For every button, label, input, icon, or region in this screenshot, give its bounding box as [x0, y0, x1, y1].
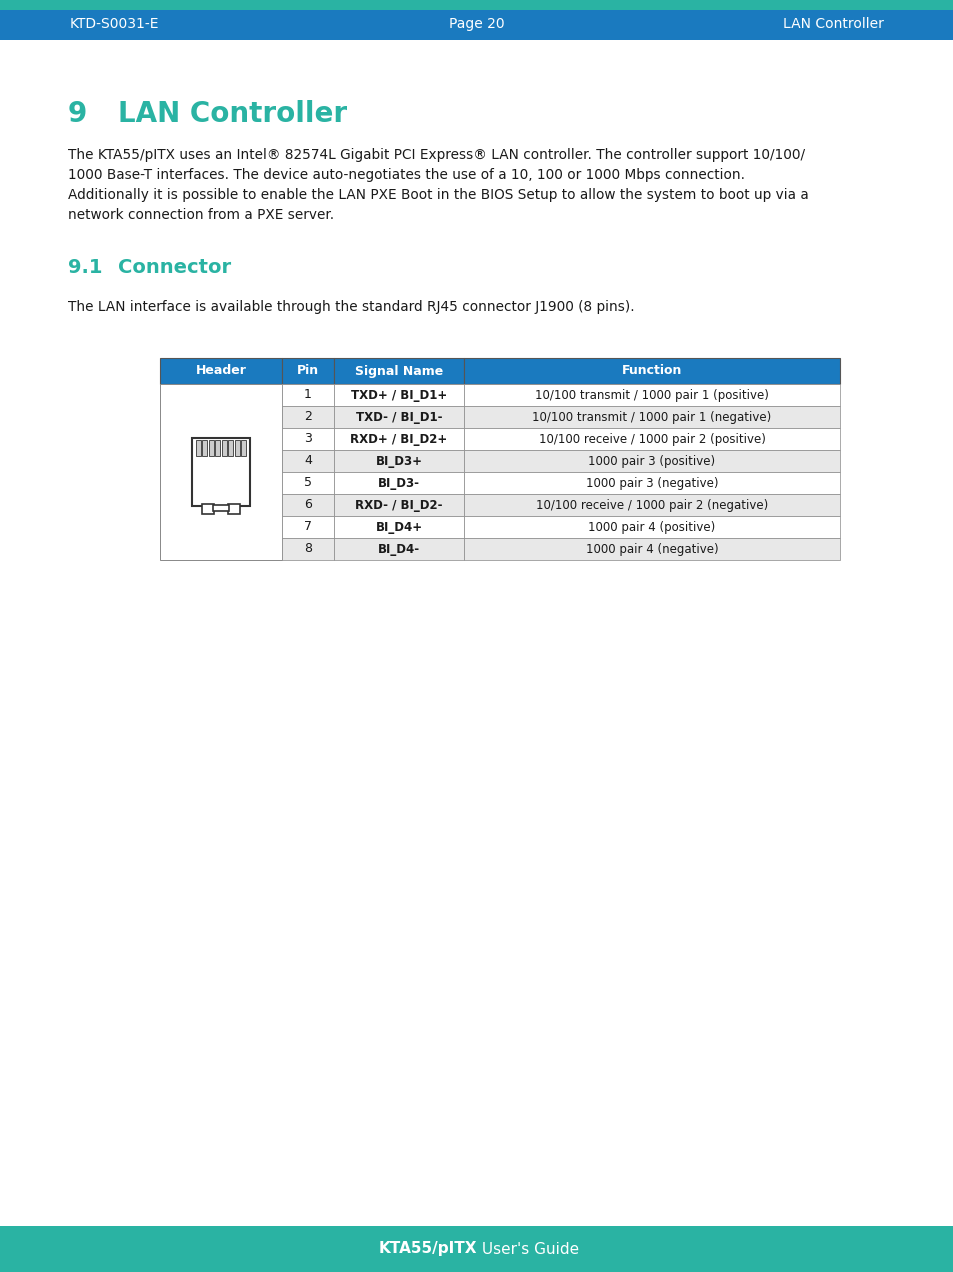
Bar	[334, 538, 463, 560]
Text: Function: Function	[621, 365, 681, 378]
Bar	[0, 1226, 953, 1272]
Text: 9: 9	[68, 100, 87, 128]
Bar	[202, 440, 207, 455]
Text: The LAN interface is available through the standard RJ45 connector J1900 (8 pins: The LAN interface is available through t…	[68, 300, 634, 314]
Bar	[282, 516, 334, 538]
Text: 4: 4	[304, 454, 312, 468]
FancyBboxPatch shape	[4, 0, 949, 36]
Bar	[282, 472, 334, 494]
Text: Additionally it is possible to enable the LAN PXE Boot in the BIOS Setup to allo: Additionally it is possible to enable th…	[68, 188, 808, 202]
Bar	[334, 516, 463, 538]
Text: The KTA55/pITX uses an Intel® 82574L Gigabit PCI Express® LAN controller. The co: The KTA55/pITX uses an Intel® 82574L Gig…	[68, 148, 804, 162]
Bar	[463, 494, 840, 516]
Bar	[4, 0, 949, 20]
Text: Signal Name: Signal Name	[355, 365, 442, 378]
Bar	[228, 504, 240, 514]
Bar	[334, 472, 463, 494]
Bar	[334, 494, 463, 516]
Bar	[195, 440, 200, 455]
Text: network connection from a PXE server.: network connection from a PXE server.	[68, 209, 334, 223]
Text: Header: Header	[195, 365, 246, 378]
Bar	[463, 384, 840, 406]
Bar	[192, 438, 250, 506]
Text: 1000 Base-T interfaces. The device auto-negotiates the use of a 10, 100 or 1000 : 1000 Base-T interfaces. The device auto-…	[68, 168, 744, 182]
Bar	[282, 494, 334, 516]
Bar	[221, 440, 227, 455]
Bar	[282, 538, 334, 560]
Text: KTA55/pITX: KTA55/pITX	[378, 1241, 476, 1257]
Text: TXD+ / BI_D1+: TXD+ / BI_D1+	[351, 388, 447, 402]
Text: BI_D3-: BI_D3-	[377, 477, 419, 490]
Bar	[209, 440, 213, 455]
Bar	[202, 504, 213, 514]
Text: 10/100 transmit / 1000 pair 1 (positive): 10/100 transmit / 1000 pair 1 (positive)	[535, 388, 768, 402]
Text: LAN Controller: LAN Controller	[782, 17, 883, 31]
Text: Connector: Connector	[118, 258, 231, 277]
Text: BI_D4+: BI_D4+	[375, 520, 422, 533]
Bar	[241, 440, 246, 455]
Bar	[213, 505, 229, 511]
Bar	[334, 357, 463, 384]
Bar	[463, 516, 840, 538]
Bar	[463, 538, 840, 560]
Text: 1000 pair 4 (positive): 1000 pair 4 (positive)	[588, 520, 715, 533]
Bar	[334, 427, 463, 450]
Text: 9.1: 9.1	[68, 258, 102, 277]
Text: 1000 pair 4 (negative): 1000 pair 4 (negative)	[585, 542, 718, 556]
Text: LAN Controller: LAN Controller	[118, 100, 347, 128]
Bar	[160, 384, 282, 560]
Bar	[463, 357, 840, 384]
Bar	[234, 440, 239, 455]
Text: 10/100 transmit / 1000 pair 1 (negative): 10/100 transmit / 1000 pair 1 (negative)	[532, 411, 771, 424]
Bar	[282, 427, 334, 450]
Text: Page 20: Page 20	[449, 17, 504, 31]
Text: 1: 1	[304, 388, 312, 402]
Text: 8: 8	[304, 542, 312, 556]
Bar	[463, 472, 840, 494]
Text: KTD-S0031-E: KTD-S0031-E	[70, 17, 159, 31]
Text: 5: 5	[304, 477, 312, 490]
Bar	[334, 384, 463, 406]
FancyBboxPatch shape	[4, 1226, 949, 1268]
Bar	[0, 10, 953, 39]
Text: 2: 2	[304, 411, 312, 424]
Text: TXD- / BI_D1-: TXD- / BI_D1-	[355, 411, 442, 424]
Text: RXD+ / BI_D2+: RXD+ / BI_D2+	[350, 432, 447, 445]
Text: RXD- / BI_D2-: RXD- / BI_D2-	[355, 499, 442, 511]
Bar	[282, 357, 334, 384]
Text: 1000 pair 3 (negative): 1000 pair 3 (negative)	[585, 477, 718, 490]
Bar	[0, 0, 953, 10]
Text: BI_D3+: BI_D3+	[375, 454, 422, 468]
Bar	[334, 450, 463, 472]
Text: User's Guide: User's Guide	[476, 1241, 578, 1257]
Bar	[282, 450, 334, 472]
Bar	[463, 450, 840, 472]
Text: 3: 3	[304, 432, 312, 445]
Text: 6: 6	[304, 499, 312, 511]
Bar	[215, 440, 220, 455]
Bar	[463, 427, 840, 450]
Bar	[282, 406, 334, 427]
Bar	[463, 406, 840, 427]
Text: 7: 7	[304, 520, 312, 533]
Text: 10/100 receive / 1000 pair 2 (positive): 10/100 receive / 1000 pair 2 (positive)	[538, 432, 764, 445]
Bar	[0, 0, 953, 39]
Text: Pin: Pin	[296, 365, 318, 378]
Bar	[282, 384, 334, 406]
Bar	[334, 406, 463, 427]
Text: 10/100 receive / 1000 pair 2 (negative): 10/100 receive / 1000 pair 2 (negative)	[536, 499, 767, 511]
Bar	[228, 440, 233, 455]
Text: BI_D4-: BI_D4-	[377, 542, 419, 556]
Text: 1000 pair 3 (positive): 1000 pair 3 (positive)	[588, 454, 715, 468]
Bar	[160, 357, 282, 384]
